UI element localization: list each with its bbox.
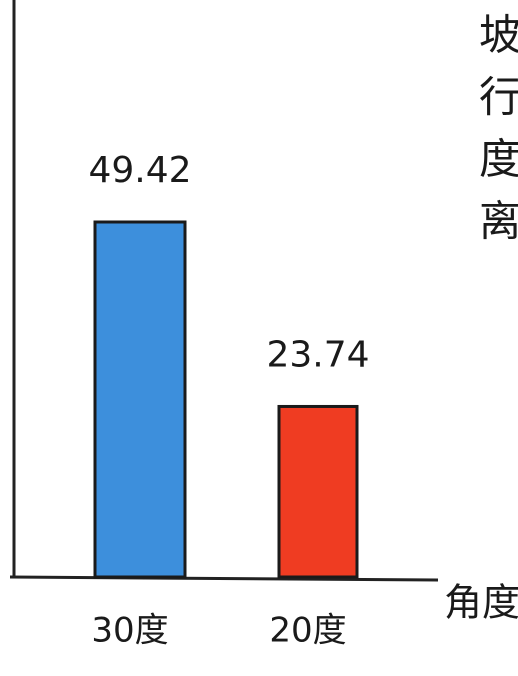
x-tick-label: 20度 — [269, 611, 346, 651]
x-axis-label: 角度 — [444, 581, 518, 625]
x-tick-label: 30度 — [91, 611, 168, 651]
side-text: 离 — [479, 197, 518, 246]
side-text: 度 — [479, 135, 518, 184]
bar — [93, 220, 187, 579]
side-text: 坡 — [479, 11, 518, 60]
bar — [277, 404, 359, 579]
data-label: 23.74 — [266, 334, 369, 375]
x-axis — [9, 575, 439, 582]
side-text: 行 — [479, 73, 518, 122]
data-label: 49.42 — [88, 150, 191, 191]
